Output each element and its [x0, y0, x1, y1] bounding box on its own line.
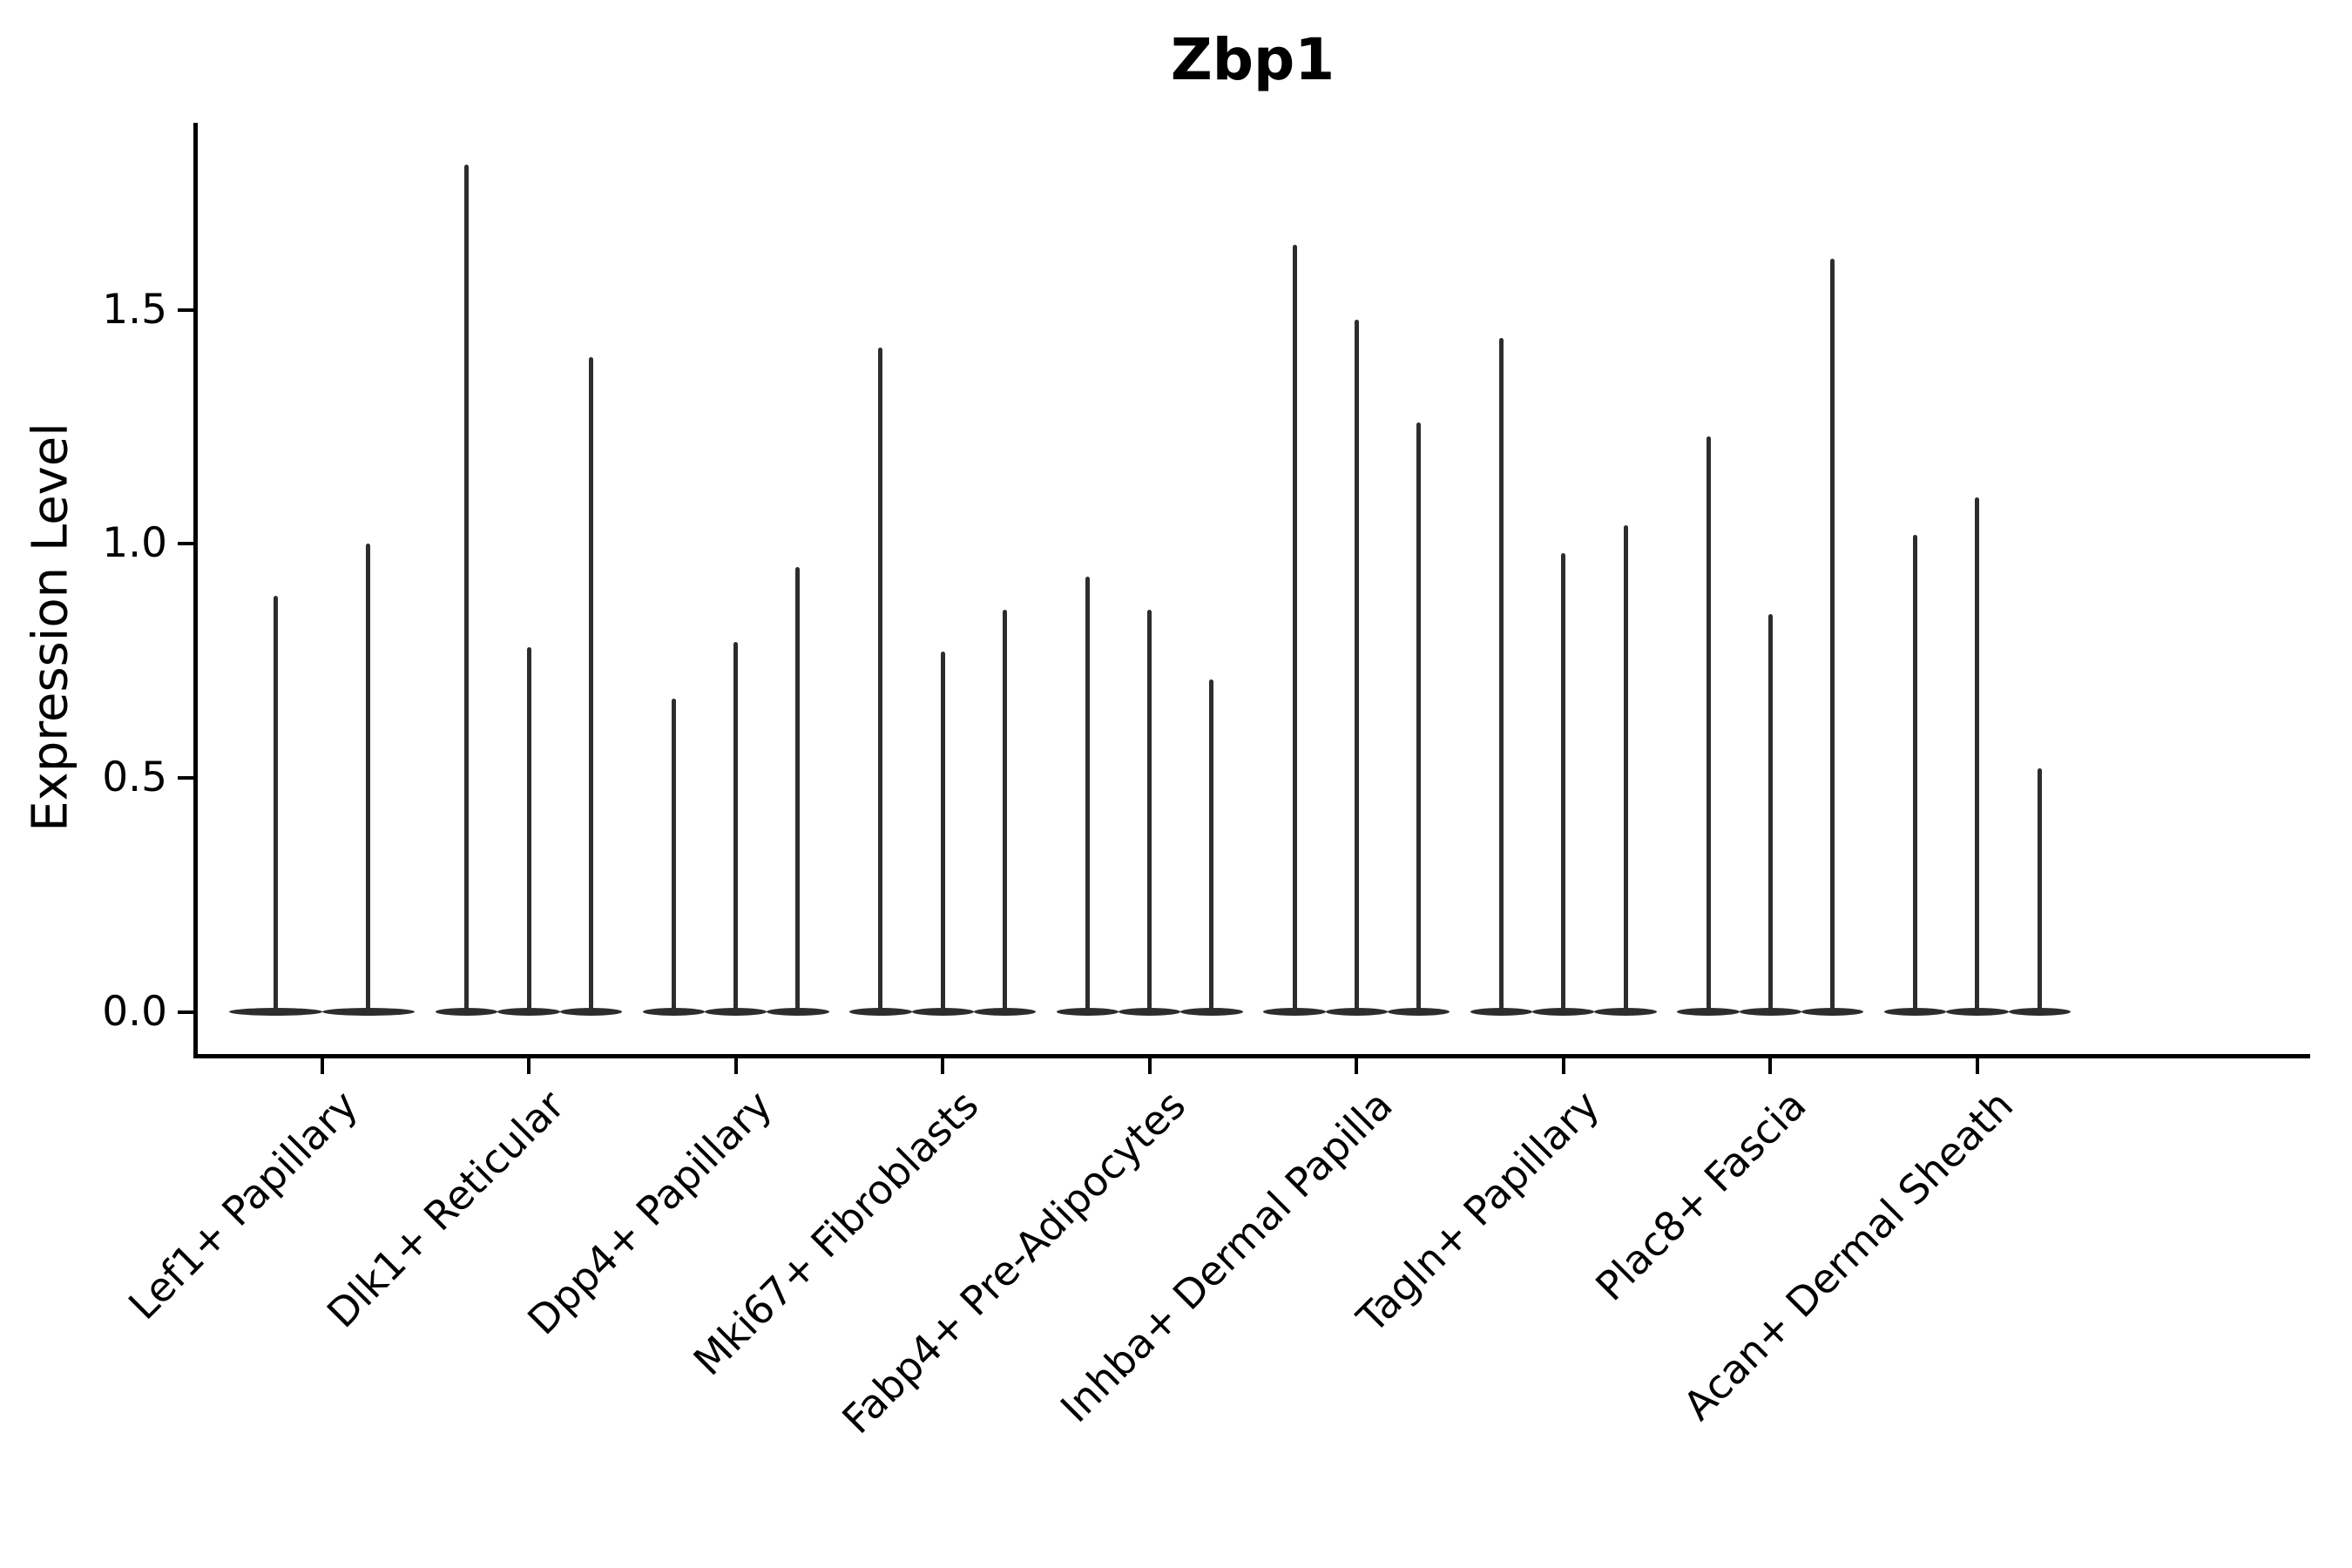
violin-spike	[795, 567, 801, 1016]
violin-spike	[1292, 244, 1297, 1016]
violin-base	[559, 1008, 622, 1017]
violin-spike	[1975, 497, 1980, 1016]
chart-title: Zbp1	[1170, 26, 1335, 93]
violin-base	[1387, 1008, 1450, 1017]
x-tick	[320, 1058, 324, 1074]
violin-base	[911, 1008, 974, 1017]
violin-spike	[1623, 524, 1628, 1016]
y-tick-label: 1.0	[102, 519, 167, 568]
violin-base	[1325, 1008, 1388, 1017]
y-tick-label: 0.5	[102, 754, 167, 802]
violin-base	[1594, 1008, 1657, 1017]
violin-spike	[273, 595, 278, 1016]
violin-spike	[464, 165, 470, 1016]
y-tick-label: 0.0	[102, 987, 167, 1036]
x-tick	[941, 1058, 945, 1074]
violin-spike	[1767, 614, 1773, 1016]
violin-base	[849, 1008, 912, 1017]
violin-spike	[671, 698, 676, 1016]
violin-spike	[733, 642, 739, 1016]
x-tick	[527, 1058, 531, 1074]
violin-spike	[1354, 319, 1359, 1016]
violin-spike	[1830, 258, 1835, 1016]
violin-base	[1470, 1008, 1533, 1017]
violin-base	[973, 1008, 1037, 1017]
violin-base	[1677, 1008, 1740, 1017]
y-tick	[178, 1010, 193, 1014]
violin-spike	[588, 356, 593, 1016]
violin-base	[1739, 1008, 1801, 1017]
violin-base	[1801, 1008, 1864, 1017]
violin-spike	[1706, 436, 1711, 1016]
violin-base	[1532, 1008, 1595, 1017]
x-tick	[1768, 1058, 1773, 1074]
violin-spike	[940, 652, 945, 1016]
violin-spike	[1002, 609, 1007, 1016]
violin-base	[497, 1008, 560, 1017]
violin-base	[436, 1008, 498, 1017]
x-tick	[733, 1058, 738, 1074]
violin-base	[1884, 1008, 1947, 1017]
violin-spike	[1561, 553, 1566, 1016]
violin-base	[321, 1008, 416, 1017]
violin-spike	[878, 347, 883, 1016]
y-tick-label: 1.5	[102, 285, 167, 334]
violin-base	[1119, 1008, 1181, 1017]
x-tick	[1147, 1058, 1152, 1074]
violin-base	[642, 1008, 705, 1017]
x-tick	[1355, 1058, 1359, 1074]
y-tick	[178, 308, 193, 312]
violin-spike	[1416, 422, 1422, 1016]
violin-base	[1056, 1008, 1119, 1017]
violin-base	[2008, 1008, 2071, 1017]
y-tick	[178, 776, 193, 781]
violin-base	[767, 1008, 829, 1017]
violin-spike	[1913, 534, 1918, 1016]
x-tick-label: Plac8+ Fascia	[1586, 1081, 1815, 1310]
x-tick	[1561, 1058, 1565, 1074]
violin-base	[1946, 1008, 2009, 1017]
bottom-spine	[193, 1054, 2310, 1058]
left-spine	[193, 123, 198, 1058]
x-tick-label: Fabp4+ Pre-Adipocytes	[833, 1081, 1195, 1443]
violin-spike	[1499, 338, 1504, 1016]
violin-spike	[2037, 768, 2042, 1016]
x-tick	[1975, 1058, 1979, 1074]
y-tick	[178, 542, 193, 546]
violin-spike	[366, 544, 371, 1016]
violin-base	[1263, 1008, 1326, 1017]
violin-spike	[1209, 679, 1214, 1016]
violin-spike	[526, 646, 531, 1016]
violin-base	[1180, 1008, 1243, 1017]
x-tick-label: Inhba+ Dermal Papilla	[1051, 1081, 1402, 1432]
x-tick-label: Acan+ Dermal Sheath	[1674, 1081, 2023, 1429]
violin-base	[228, 1008, 322, 1017]
violin-spike	[1147, 609, 1152, 1016]
violin-spike	[1085, 577, 1090, 1016]
violin-base	[704, 1008, 767, 1017]
